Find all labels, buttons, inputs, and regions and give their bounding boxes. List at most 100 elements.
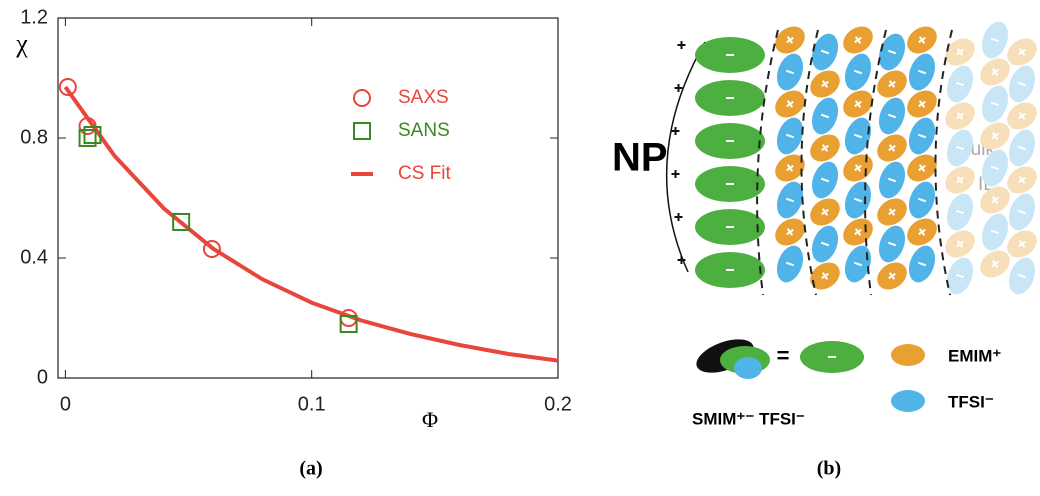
sign [991, 68, 999, 76]
sign [820, 177, 830, 183]
np-surface [665, 41, 706, 273]
x-tick-label: 0 [60, 393, 71, 415]
sign [1017, 273, 1027, 279]
ion [844, 181, 872, 219]
point [339, 315, 358, 333]
legend-label: SAXS [398, 87, 449, 108]
point [78, 129, 97, 147]
ion [981, 149, 1009, 187]
ion [811, 97, 839, 135]
ion [945, 102, 975, 130]
sign [888, 208, 896, 216]
sign [820, 113, 830, 119]
ion [877, 262, 907, 290]
sign [854, 36, 862, 44]
sign [1018, 240, 1026, 248]
sign [1018, 176, 1026, 184]
sign [820, 49, 830, 55]
ion [1008, 257, 1036, 295]
ion [844, 245, 872, 283]
ion [877, 134, 907, 162]
sign [821, 144, 829, 152]
sign [956, 112, 964, 120]
legend-label: CS Fit [398, 163, 452, 184]
fit-line [63, 85, 559, 363]
sign [956, 240, 964, 248]
point [172, 213, 191, 231]
ion [843, 154, 873, 182]
caption: (b) [817, 458, 841, 480]
sign [853, 197, 863, 203]
sign [853, 69, 863, 75]
ion [945, 230, 975, 258]
ion [878, 33, 906, 71]
sign [854, 100, 862, 108]
sign [918, 228, 926, 236]
ion [843, 218, 873, 246]
sign [955, 273, 965, 279]
sign [956, 176, 964, 184]
sign [821, 208, 829, 216]
ion [1008, 65, 1036, 103]
point [202, 240, 221, 258]
sign [1017, 209, 1027, 215]
layer-boundary [864, 29, 887, 296]
ion [946, 257, 974, 295]
ion [776, 117, 804, 155]
ion [775, 218, 805, 246]
sign [820, 241, 830, 247]
ion [1007, 166, 1037, 194]
ion [843, 90, 873, 118]
ion [810, 134, 840, 162]
y-tick-label: 0 [37, 366, 48, 388]
sign [917, 133, 927, 139]
sign [853, 261, 863, 267]
np-label: NP [612, 136, 668, 180]
diagram: NP Bulk IL = EMIM⁺ TFSI⁻ SMIM⁺⁻ TFSI⁻ [612, 21, 1037, 428]
y-tick-label: 1.2 [20, 6, 48, 28]
sign [854, 228, 862, 236]
sign [888, 272, 896, 280]
x-tick-label: 0.2 [544, 393, 572, 415]
ion [980, 122, 1010, 150]
equals: = [777, 343, 790, 368]
ion [810, 262, 840, 290]
legend-marker [353, 122, 371, 140]
layer-boundary [800, 29, 819, 296]
sign [1017, 145, 1027, 151]
sign [990, 101, 1000, 107]
legend-label: SMIM⁺⁻ TFSI⁻ [692, 409, 805, 428]
ion [980, 186, 1010, 214]
sign [785, 197, 795, 203]
layer-boundary [934, 29, 953, 296]
ion [775, 154, 805, 182]
legend-label: SANS [398, 120, 450, 141]
sign [786, 100, 794, 108]
sign [955, 81, 965, 87]
ion [1008, 129, 1036, 167]
ion [877, 70, 907, 98]
ion [908, 181, 936, 219]
legend-label: EMIM⁺ [948, 346, 1001, 365]
sign [887, 241, 897, 247]
ion [877, 198, 907, 226]
ion [907, 26, 937, 54]
sign [821, 272, 829, 280]
sign [991, 132, 999, 140]
sign [918, 100, 926, 108]
sign [991, 260, 999, 268]
legend-label: TFSI⁻ [948, 392, 994, 411]
ion [878, 161, 906, 199]
ion [811, 225, 839, 263]
sign [853, 133, 863, 139]
sign [887, 113, 897, 119]
sign [955, 145, 965, 151]
sign [918, 36, 926, 44]
ion [776, 181, 804, 219]
caption: (a) [299, 458, 322, 480]
sign [887, 49, 897, 55]
ion [776, 245, 804, 283]
sign [888, 144, 896, 152]
ion [843, 26, 873, 54]
